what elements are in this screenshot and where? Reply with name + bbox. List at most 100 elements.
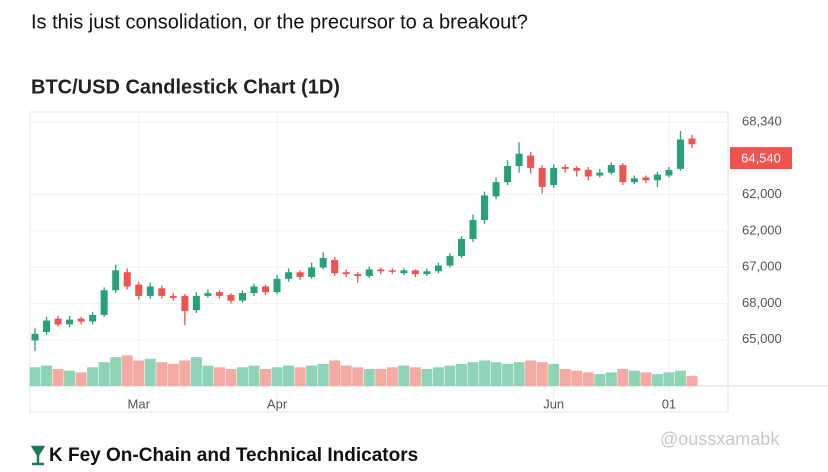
volume-bar bbox=[75, 372, 87, 386]
volume-bar bbox=[29, 367, 41, 386]
candle-body bbox=[77, 318, 85, 322]
candle-body bbox=[573, 167, 581, 171]
volume-bar bbox=[513, 362, 525, 386]
candle-body bbox=[411, 270, 419, 275]
candle-body bbox=[665, 169, 673, 176]
watermark: @oussxamabk bbox=[660, 429, 780, 449]
y-tick-label: 68,340 bbox=[742, 113, 782, 128]
volume-bar bbox=[202, 365, 214, 386]
volume-bar bbox=[455, 363, 467, 386]
last-price-box bbox=[730, 147, 792, 170]
volume-bar bbox=[617, 369, 629, 386]
volume-bar bbox=[663, 372, 675, 386]
candle-body bbox=[457, 239, 465, 257]
volume-bar bbox=[479, 360, 491, 386]
volume-bar bbox=[409, 367, 421, 386]
volume-bar bbox=[283, 365, 295, 386]
candle-body bbox=[619, 165, 627, 183]
candle-body bbox=[273, 278, 281, 293]
volume-bar bbox=[363, 369, 375, 386]
candle-body bbox=[365, 269, 373, 277]
candle-body bbox=[262, 286, 270, 293]
candle-body bbox=[204, 293, 212, 296]
y-tick-label: 62,000 bbox=[742, 186, 782, 201]
candle-body bbox=[469, 220, 477, 240]
candle-body bbox=[123, 272, 131, 287]
volume-bar bbox=[260, 369, 272, 386]
candle-body bbox=[43, 320, 51, 332]
y-tick-label: 65,000 bbox=[742, 331, 782, 346]
candle-body bbox=[584, 169, 592, 177]
candle-body bbox=[66, 319, 74, 325]
candle-body bbox=[653, 174, 661, 181]
volume-bar bbox=[87, 367, 99, 386]
candle-body bbox=[515, 153, 523, 167]
volume-bar bbox=[571, 370, 583, 386]
candle-body bbox=[538, 167, 546, 187]
volume-bar bbox=[110, 357, 122, 386]
candle-body bbox=[192, 295, 200, 311]
volume-bar bbox=[98, 362, 110, 386]
volume-bar bbox=[271, 367, 283, 386]
volume-bar bbox=[386, 367, 398, 386]
candle-body bbox=[308, 267, 316, 277]
volume-bar bbox=[605, 372, 617, 386]
candle-body bbox=[54, 318, 62, 325]
candle-body bbox=[607, 165, 615, 173]
volume-bar bbox=[352, 367, 364, 386]
volume-bar bbox=[594, 374, 606, 386]
volume-bar bbox=[559, 369, 571, 386]
candle-body bbox=[492, 182, 500, 197]
candle-body bbox=[642, 177, 650, 181]
candle-body bbox=[342, 272, 350, 275]
chart-title: BTC/USD Candlestick Chart (1D) bbox=[31, 76, 340, 98]
candle-body bbox=[31, 333, 39, 341]
volume-bar bbox=[294, 367, 306, 386]
candle-body bbox=[688, 138, 696, 145]
candle-body bbox=[146, 286, 154, 296]
candle-body bbox=[135, 284, 143, 296]
volume-bar bbox=[536, 362, 548, 386]
volume-bar bbox=[225, 369, 237, 386]
candle-body bbox=[630, 178, 638, 183]
volume-bar bbox=[64, 370, 76, 386]
volume-bar bbox=[640, 372, 652, 386]
volume-bar bbox=[674, 370, 686, 386]
volume-bar bbox=[582, 372, 594, 386]
candle-body bbox=[112, 270, 120, 291]
candle-body bbox=[319, 258, 327, 268]
footer-icon bbox=[30, 445, 46, 466]
candle-body bbox=[100, 290, 108, 315]
x-tick-label: Mar bbox=[128, 396, 151, 411]
candle-body bbox=[676, 139, 684, 169]
candle-body bbox=[388, 270, 396, 272]
volume-bar bbox=[167, 363, 179, 386]
candle-body bbox=[181, 295, 189, 312]
question: Is this just consolidation, or the precu… bbox=[31, 11, 528, 33]
x-tick-label: Apr bbox=[267, 396, 288, 411]
volume-bar bbox=[236, 367, 248, 386]
x-tick-label: Jun bbox=[543, 396, 564, 411]
y-tick-label: 62,000 bbox=[742, 222, 782, 237]
volume-bar bbox=[121, 355, 133, 386]
candle-body bbox=[250, 286, 258, 294]
volume-bar bbox=[248, 365, 260, 386]
candle-body bbox=[504, 166, 512, 183]
volume-bar bbox=[52, 369, 64, 386]
last-price-label: 64,540 bbox=[741, 151, 781, 166]
candle-body bbox=[596, 172, 604, 176]
x-tick-label: 01 bbox=[662, 396, 676, 411]
candle-body bbox=[561, 166, 569, 169]
volume-bar bbox=[144, 358, 156, 386]
volume-bar bbox=[306, 365, 318, 386]
candle-body bbox=[377, 269, 385, 272]
volume-bar bbox=[375, 369, 387, 386]
volume-bar bbox=[432, 367, 444, 386]
volume-bar bbox=[398, 365, 410, 386]
volume-bar bbox=[179, 360, 191, 386]
candle-body bbox=[354, 274, 362, 277]
candle-body bbox=[238, 293, 246, 301]
volume-bar bbox=[444, 365, 456, 386]
